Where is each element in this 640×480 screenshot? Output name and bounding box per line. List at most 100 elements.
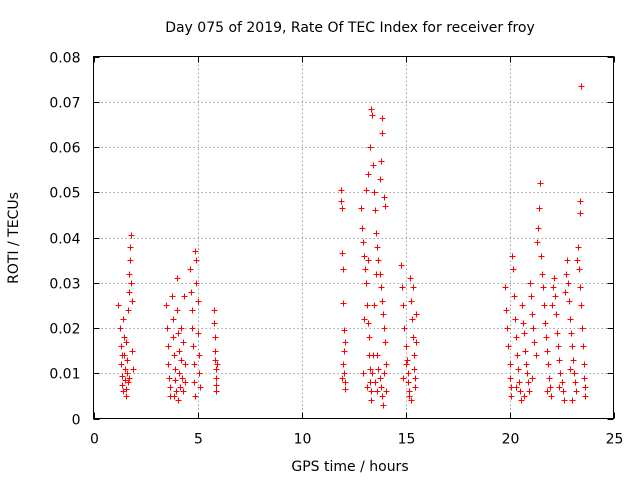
data-point bbox=[213, 375, 220, 382]
y-tick-label: 0.06 bbox=[49, 141, 80, 157]
data-point bbox=[339, 375, 346, 382]
data-point bbox=[508, 393, 515, 400]
data-point bbox=[362, 266, 369, 273]
data-point bbox=[372, 207, 379, 214]
data-point bbox=[519, 302, 526, 309]
data-point bbox=[171, 393, 178, 400]
data-point bbox=[129, 298, 136, 305]
data-point bbox=[516, 379, 523, 386]
data-point bbox=[340, 300, 347, 307]
data-point bbox=[524, 370, 531, 377]
data-point bbox=[182, 361, 189, 368]
data-point bbox=[510, 266, 517, 273]
data-point bbox=[378, 384, 385, 391]
data-point bbox=[550, 284, 557, 291]
data-point bbox=[165, 343, 172, 350]
data-point bbox=[368, 397, 375, 404]
chart-title: Day 075 of 2019, Rate Of TEC Index for r… bbox=[165, 20, 535, 36]
data-point bbox=[364, 302, 371, 309]
data-point bbox=[123, 386, 130, 393]
data-point bbox=[212, 334, 219, 341]
data-point bbox=[180, 388, 187, 395]
data-point bbox=[191, 379, 198, 386]
data-point bbox=[193, 257, 200, 264]
data-point bbox=[514, 352, 521, 359]
data-point bbox=[338, 187, 345, 194]
data-points-layer bbox=[115, 83, 589, 409]
data-point bbox=[196, 352, 203, 359]
data-point bbox=[560, 388, 567, 395]
data-point bbox=[405, 379, 412, 386]
data-point bbox=[177, 384, 184, 391]
data-point bbox=[377, 375, 384, 382]
data-point bbox=[383, 361, 390, 368]
data-point bbox=[165, 361, 172, 368]
data-point bbox=[549, 302, 556, 309]
data-point bbox=[189, 325, 196, 332]
data-point bbox=[129, 348, 136, 355]
data-point bbox=[582, 384, 589, 391]
data-point bbox=[195, 298, 202, 305]
data-point bbox=[531, 339, 538, 346]
data-point bbox=[187, 266, 194, 273]
data-point bbox=[128, 280, 135, 287]
data-point bbox=[195, 330, 202, 337]
data-point bbox=[381, 325, 388, 332]
data-point bbox=[166, 375, 173, 382]
data-point bbox=[405, 370, 412, 377]
data-point bbox=[580, 343, 587, 350]
data-point bbox=[522, 348, 529, 355]
data-point bbox=[382, 339, 389, 346]
data-point bbox=[342, 379, 349, 386]
data-point bbox=[526, 388, 533, 395]
data-point bbox=[576, 266, 583, 273]
data-point bbox=[401, 325, 408, 332]
data-point bbox=[190, 343, 197, 350]
data-point bbox=[502, 284, 509, 291]
data-point bbox=[564, 257, 571, 264]
data-point bbox=[563, 271, 570, 278]
data-point bbox=[509, 253, 516, 260]
data-point bbox=[123, 393, 130, 400]
data-point bbox=[214, 361, 221, 368]
data-point bbox=[174, 307, 181, 314]
y-tick-label: 0 bbox=[72, 413, 81, 429]
data-point bbox=[189, 307, 196, 314]
data-point bbox=[521, 393, 528, 400]
data-point bbox=[365, 320, 372, 327]
data-point bbox=[338, 198, 345, 205]
data-point bbox=[400, 302, 407, 309]
y-tick-label: 0.03 bbox=[49, 277, 80, 293]
data-point bbox=[213, 366, 220, 373]
y-tick-label: 0.04 bbox=[49, 232, 80, 248]
y-axis-label: ROTI / TECUs bbox=[6, 192, 22, 284]
data-point bbox=[557, 370, 564, 377]
data-point bbox=[578, 83, 585, 90]
data-point bbox=[196, 370, 203, 377]
data-point bbox=[364, 384, 371, 391]
data-point bbox=[408, 298, 415, 305]
data-point bbox=[570, 357, 577, 364]
data-point bbox=[368, 106, 375, 113]
data-point bbox=[193, 280, 200, 287]
x-axis-label: GPS time / hours bbox=[291, 459, 408, 475]
data-point bbox=[360, 239, 367, 246]
data-point bbox=[520, 320, 527, 327]
data-point bbox=[411, 352, 418, 359]
data-point bbox=[375, 366, 382, 373]
data-point bbox=[546, 375, 553, 382]
data-point bbox=[577, 284, 584, 291]
data-point bbox=[378, 284, 385, 291]
data-point bbox=[568, 330, 575, 337]
data-point bbox=[175, 397, 182, 404]
data-point bbox=[554, 330, 561, 337]
x-tick-label: 25 bbox=[606, 432, 624, 448]
data-point bbox=[379, 115, 386, 122]
data-point bbox=[163, 302, 170, 309]
data-point bbox=[178, 325, 185, 332]
data-point bbox=[128, 232, 135, 239]
data-point bbox=[398, 262, 405, 269]
data-point bbox=[525, 379, 532, 386]
data-point bbox=[552, 293, 559, 300]
